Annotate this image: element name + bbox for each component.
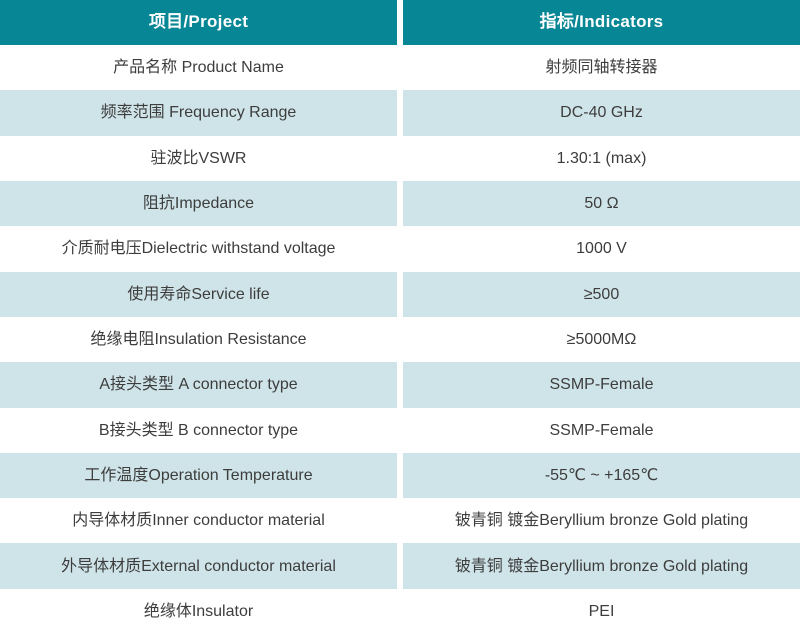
table-row: 频率范围 Frequency Range DC-40 GHz: [0, 90, 800, 136]
indicator-cell: ≥5000MΩ: [403, 316, 800, 363]
column-divider: [397, 0, 403, 45]
table-row: 内导体材质Inner conductor material 铍青铜 镀金Bery…: [0, 498, 800, 544]
table-row: 阻抗Impedance 50 Ω: [0, 180, 800, 227]
table-row: 绝缘体Insulator PEI: [0, 588, 800, 634]
project-cell: B接头类型 B connector type: [0, 407, 397, 453]
project-cell: 频率范围 Frequency Range: [0, 90, 397, 136]
table-row: B接头类型 B connector type SSMP-Female: [0, 407, 800, 453]
project-cell: 内导体材质Inner conductor material: [0, 498, 397, 544]
table-row: 介质耐电压Dielectric withstand voltage 1000 V: [0, 226, 800, 272]
table-row: 工作温度Operation Temperature -55℃ ~ +165℃: [0, 452, 800, 499]
column-divider: [397, 407, 403, 453]
project-cell: A接头类型 A connector type: [0, 362, 397, 408]
column-divider: [397, 452, 403, 499]
project-cell: 阻抗Impedance: [0, 180, 397, 227]
column-divider: [397, 271, 403, 317]
table-row: 使用寿命Service life ≥500: [0, 271, 800, 317]
indicator-cell: SSMP-Female: [403, 362, 800, 408]
project-cell: 产品名称 Product Name: [0, 45, 397, 91]
indicator-cell: DC-40 GHz: [403, 90, 800, 136]
indicator-cell: 1000 V: [403, 226, 800, 272]
column-divider: [397, 90, 403, 136]
project-cell: 外导体材质External conductor material: [0, 543, 397, 589]
table-row: 绝缘电阻Insulation Resistance ≥5000MΩ: [0, 316, 800, 363]
project-cell: 绝缘体Insulator: [0, 588, 397, 634]
project-cell: 驻波比VSWR: [0, 135, 397, 181]
indicator-cell: SSMP-Female: [403, 407, 800, 453]
column-divider: [397, 226, 403, 272]
indicator-cell: PEI: [403, 588, 800, 634]
project-cell: 绝缘电阻Insulation Resistance: [0, 316, 397, 363]
indicator-cell: ≥500: [403, 271, 800, 317]
table-row: 外导体材质External conductor material 铍青铜 镀金B…: [0, 543, 800, 589]
project-cell: 介质耐电压Dielectric withstand voltage: [0, 226, 397, 272]
column-divider: [397, 588, 403, 634]
table-row: 产品名称 Product Name 射频同轴转接器: [0, 45, 800, 91]
column-divider: [397, 543, 403, 589]
table-row: A接头类型 A connector type SSMP-Female: [0, 362, 800, 408]
project-cell: 工作温度Operation Temperature: [0, 452, 397, 499]
indicator-cell: -55℃ ~ +165℃: [403, 452, 800, 499]
column-divider: [397, 180, 403, 227]
column-divider: [397, 362, 403, 408]
indicator-cell: 1.30:1 (max): [403, 135, 800, 181]
table-header-row: 项目/Project 指标/Indicators: [0, 0, 800, 45]
indicator-cell: 射频同轴转接器: [403, 45, 800, 91]
indicator-cell: 铍青铜 镀金Beryllium bronze Gold plating: [403, 498, 800, 544]
table-body: 产品名称 Product Name 射频同轴转接器 频率范围 Frequency…: [0, 45, 800, 634]
header-indicators: 指标/Indicators: [403, 0, 800, 45]
project-cell: 使用寿命Service life: [0, 271, 397, 317]
column-divider: [397, 316, 403, 363]
column-divider: [397, 135, 403, 181]
indicator-cell: 50 Ω: [403, 180, 800, 227]
header-project: 项目/Project: [0, 0, 397, 45]
column-divider: [397, 45, 403, 91]
column-divider: [397, 498, 403, 544]
indicator-cell: 铍青铜 镀金Beryllium bronze Gold plating: [403, 543, 800, 589]
table-row: 驻波比VSWR 1.30:1 (max): [0, 135, 800, 181]
